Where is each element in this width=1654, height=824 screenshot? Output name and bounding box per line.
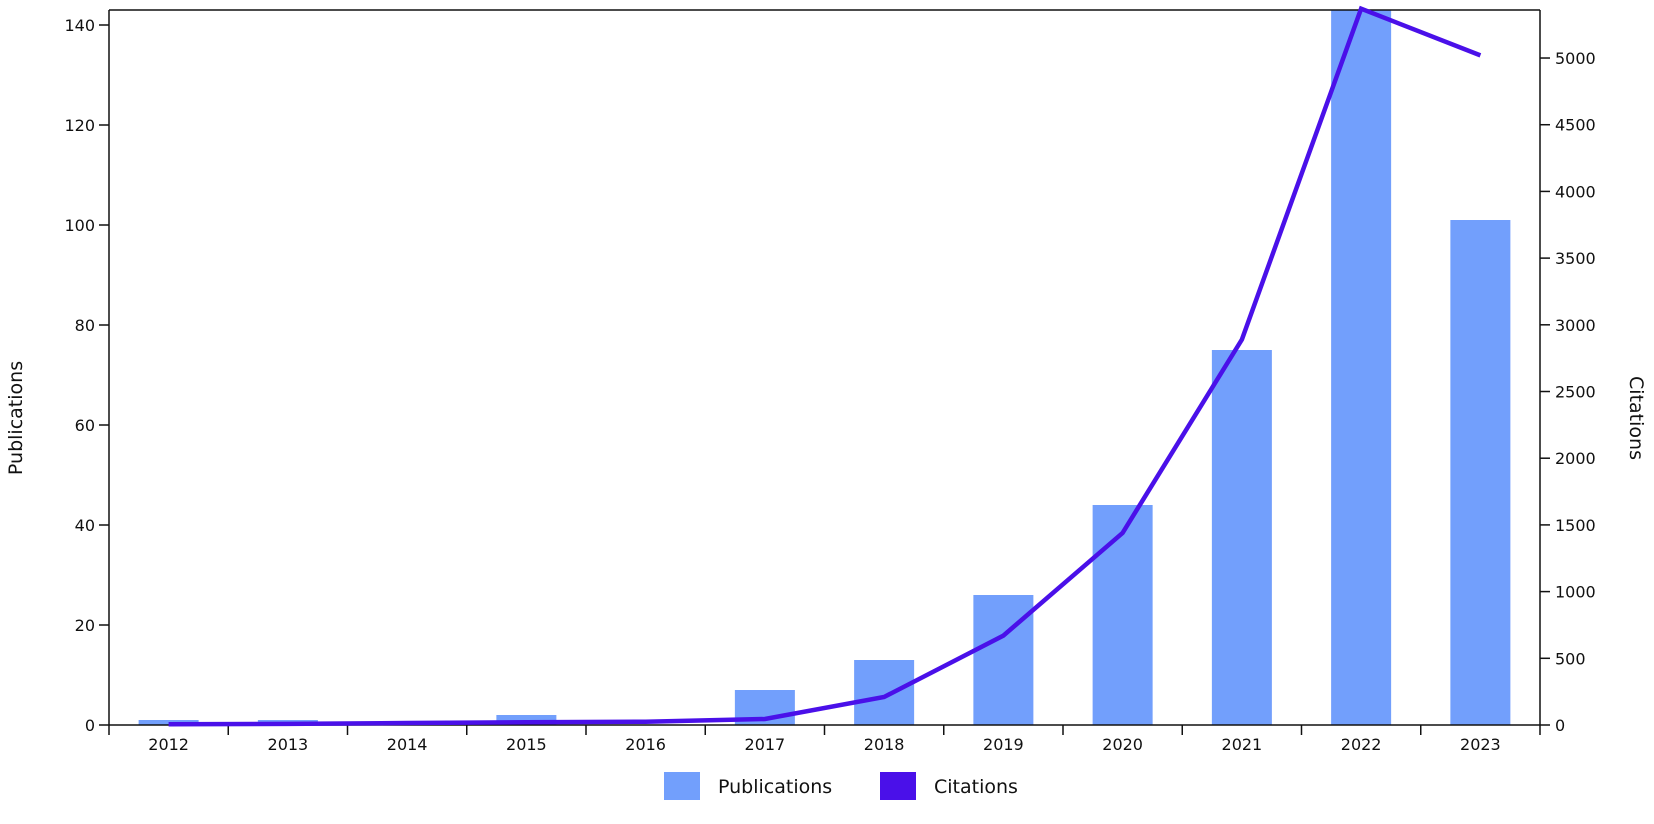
y-tick-label-left: 120 <box>64 116 95 135</box>
y-tick-label-right: 3000 <box>1555 316 1596 335</box>
legend-label-publications: Publications <box>718 776 832 798</box>
axes-layer: 0 20 40 60 80 100 120 140 0 500 1000 1500 2000 2500 30… <box>64 9 1596 754</box>
x-tick-label-2021: 2021 <box>1222 735 1263 754</box>
y-tick-label-right: 2500 <box>1555 383 1596 402</box>
y-tick-label-left: 100 <box>64 216 95 235</box>
y-tick-label-right: 1500 <box>1555 516 1596 535</box>
x-tick-label-2014: 2014 <box>387 735 428 754</box>
bars-layer <box>138 10 1511 725</box>
legend-swatch-citations <box>880 772 916 800</box>
y-tick-label-right: 4500 <box>1555 116 1596 135</box>
line-layer <box>168 5 1482 727</box>
y-tick-label-left: 80 <box>75 316 95 335</box>
bar-2020 <box>1092 505 1153 725</box>
bar-2022 <box>1331 10 1392 725</box>
bar-2019 <box>973 595 1034 725</box>
y-tick-label-left: 0 <box>85 716 95 735</box>
x-tick-label-2023: 2023 <box>1460 735 1501 754</box>
y-tick-label-right: 5000 <box>1555 49 1596 68</box>
x-tick-label-2020: 2020 <box>1102 735 1143 754</box>
y-tick-label-right: 500 <box>1555 649 1586 668</box>
x-tick-label-2016: 2016 <box>625 735 666 754</box>
x-tick-label-2013: 2013 <box>268 735 309 754</box>
y-axis-title-left: Publications <box>5 361 27 475</box>
x-tick-label-2018: 2018 <box>864 735 905 754</box>
legend: Publications Citations <box>664 772 1018 800</box>
y-tick-label-right: 0 <box>1555 716 1565 735</box>
bar-2021 <box>1211 350 1272 725</box>
x-tick-label-2017: 2017 <box>745 735 786 754</box>
y-tick-label-right: 2000 <box>1555 449 1596 468</box>
citations-line <box>168 5 1482 727</box>
bar-2023 <box>1450 220 1511 725</box>
y-tick-label-right: 1000 <box>1555 583 1596 602</box>
y-tick-label-left: 140 <box>64 16 95 35</box>
y-tick-label-left: 20 <box>75 616 95 635</box>
x-tick-label-2019: 2019 <box>983 735 1024 754</box>
bar-2015 <box>496 715 557 725</box>
y-tick-label-left: 60 <box>75 416 95 435</box>
bar-2018 <box>854 660 915 725</box>
y-axis-title-right: Citations <box>1625 376 1647 460</box>
x-tick-label-2012: 2012 <box>148 735 189 754</box>
x-tick-label-2015: 2015 <box>506 735 547 754</box>
legend-swatch-publications <box>664 772 700 800</box>
x-tick-label-2022: 2022 <box>1341 735 1382 754</box>
legend-label-citations: Citations <box>934 776 1018 798</box>
y-tick-label-right: 4000 <box>1555 182 1596 201</box>
y-tick-label-right: 3500 <box>1555 249 1596 268</box>
y-tick-label-left: 40 <box>75 516 95 535</box>
